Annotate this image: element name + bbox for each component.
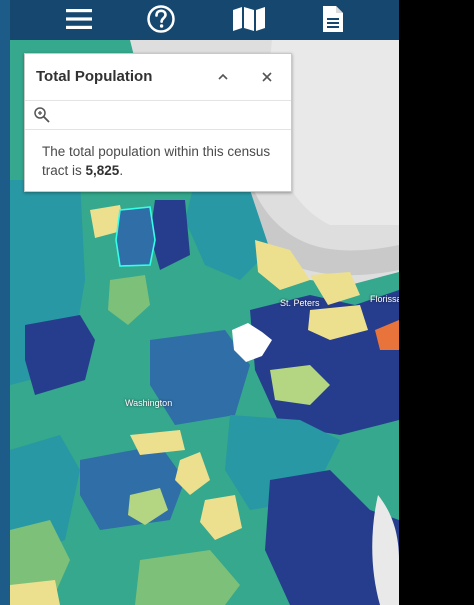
map-label-florissant: Florissa bbox=[370, 294, 399, 304]
popup-panel: Total Population The total pop bbox=[24, 53, 292, 192]
menu-icon bbox=[66, 9, 92, 29]
popup-header: Total Population bbox=[25, 54, 291, 101]
document-icon bbox=[323, 6, 343, 32]
document-button[interactable] bbox=[315, 2, 351, 36]
popup-text: The total population within this census … bbox=[42, 144, 271, 178]
zoom-to-button[interactable] bbox=[31, 105, 53, 125]
close-icon bbox=[262, 72, 272, 82]
zoom-to-icon bbox=[34, 107, 50, 123]
popup-text-end: . bbox=[119, 163, 124, 178]
close-button[interactable] bbox=[256, 66, 278, 88]
right-black-margin bbox=[399, 0, 474, 605]
help-button[interactable] bbox=[143, 2, 179, 36]
population-value: 5,825 bbox=[85, 163, 120, 178]
choropleth-map[interactable]: St. Peters Florissa Washington bbox=[10, 40, 399, 605]
map-icon bbox=[233, 7, 265, 31]
popup-title: Total Population bbox=[36, 68, 153, 85]
map-label-washington: Washington bbox=[125, 398, 173, 408]
popup-content: The total population within this census … bbox=[42, 142, 282, 180]
left-edge-strip bbox=[0, 0, 10, 605]
menu-button[interactable] bbox=[61, 2, 97, 36]
map-button[interactable] bbox=[231, 2, 267, 36]
map-canvas[interactable] bbox=[10, 40, 399, 605]
map-label-st-peters: St. Peters bbox=[280, 298, 320, 308]
help-icon bbox=[147, 5, 175, 33]
chevron-up-icon bbox=[218, 73, 228, 80]
map-app: St. Peters Florissa Washington Total Pop… bbox=[10, 0, 399, 605]
popup-action-row bbox=[25, 101, 291, 130]
collapse-button[interactable] bbox=[212, 66, 234, 88]
top-toolbar bbox=[10, 0, 399, 40]
